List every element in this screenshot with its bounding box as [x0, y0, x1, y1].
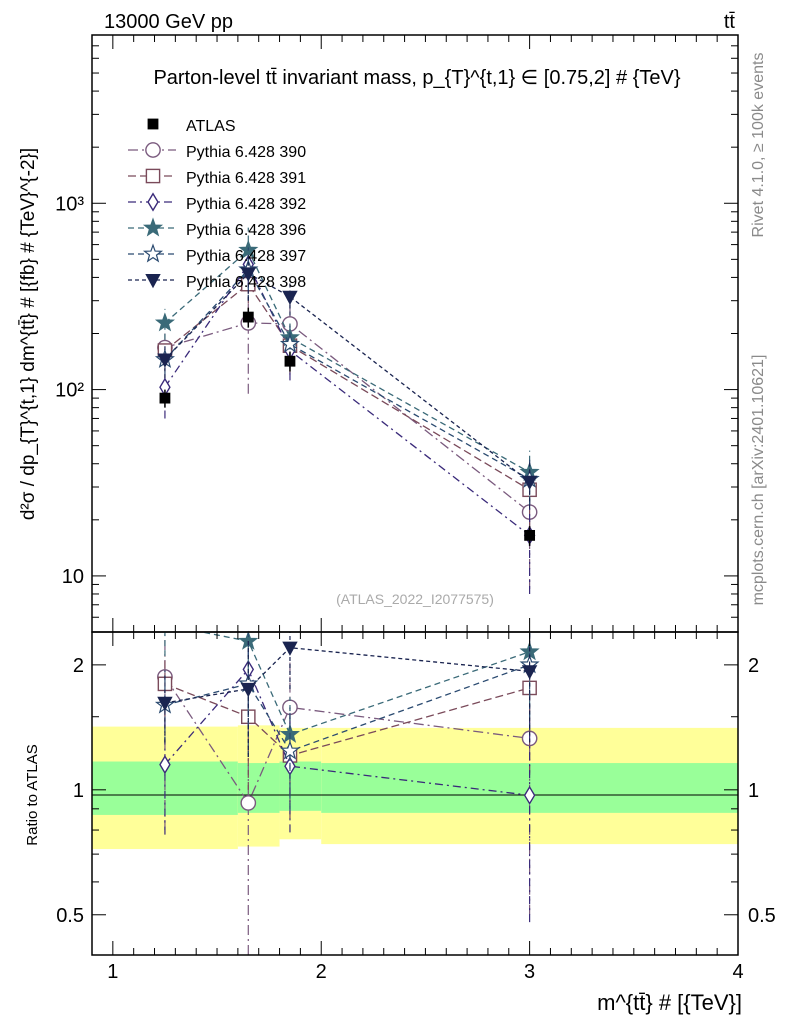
legend-marker: [142, 243, 164, 263]
data-point: [284, 355, 296, 367]
legend-label-390: Pythia 6.428 390: [186, 144, 306, 161]
series-2: [157, 261, 537, 529]
series-line: [164, 322, 531, 513]
series-point: [240, 267, 256, 282]
header-left: 13000 GeV pp: [104, 11, 233, 33]
ratio-tick-label-right: 0.5: [748, 905, 776, 927]
series-point: [157, 353, 173, 368]
series-line: [164, 263, 530, 536]
source-label: mcplots.cern.ch [arXiv:2401.10621]: [750, 355, 767, 606]
ratio-series-line: [198, 632, 530, 736]
main-panel: Parton-level tt̄ invariant mass, p_{T}^{…: [18, 34, 739, 633]
chart-title: Parton-level tt̄ invariant mass, p_{T}^{…: [153, 67, 680, 89]
ratio-tick-label-left: 2: [73, 655, 84, 677]
legend-marker: [147, 192, 159, 212]
ratio-point: [159, 755, 171, 775]
series-line: [164, 283, 530, 491]
legend-marker: [145, 168, 161, 184]
data-point: [159, 392, 171, 404]
x-axis-label: m^{tt̄} # [{TeV}]: [597, 990, 742, 1015]
x-tick-label: 4: [732, 961, 743, 983]
ratio-series-line: [164, 647, 530, 704]
data-point: [242, 311, 254, 323]
series-point: [282, 290, 298, 305]
ratio-tick-label-right: 2: [748, 655, 759, 677]
legend-label-391: Pythia 6.428 391: [186, 170, 306, 187]
ratio-point: [279, 740, 300, 760]
data-point: [524, 529, 536, 541]
series-point: [279, 333, 300, 353]
ratio-tick-label-left: 1: [73, 780, 84, 802]
header-right: tt̄: [724, 11, 736, 33]
legend-label-398: Pythia 6.428 398: [186, 274, 306, 291]
y-axis-label: d²σ / dp_{T}^{t,1} dm^{tt̄} # [{fb} # {T…: [18, 148, 39, 520]
legend-label-397: Pythia 6.428 397: [186, 248, 306, 265]
ratio-y-axis-label: Ratio to ATLAS: [24, 744, 41, 845]
ratio-series-line: [164, 683, 530, 757]
ratio-series-6: [157, 632, 538, 757]
x-tick-label: 2: [316, 961, 327, 983]
y-tick-label: 10²: [55, 380, 84, 402]
series-3: [159, 245, 536, 594]
x-tick-label: 1: [107, 961, 118, 983]
ratio-series-line: [164, 664, 530, 752]
series-point: [154, 312, 175, 332]
ratio-point: [240, 682, 256, 698]
series-line: [164, 268, 530, 480]
legend-marker-atlas: [147, 118, 159, 130]
legend-label-392: Pythia 6.428 392: [186, 196, 306, 213]
ratio-tick-label-right: 1: [748, 780, 759, 802]
series-1: [157, 285, 538, 590]
ratio-point: [282, 641, 298, 656]
series-line: [164, 272, 530, 483]
y-tick-label: 10³: [55, 193, 84, 215]
ratio-tick-label-left: 0.5: [56, 905, 84, 927]
ratio-point: [521, 665, 538, 680]
ratio-point: [523, 785, 536, 805]
legend-marker: [145, 273, 161, 289]
legend-label-atlas: ATLAS: [186, 118, 236, 135]
ratio-panel: 0.5 0.5 1 1 2 2 1 2 3 4 Ratio to ATLAS m^{tt̄} # …: [24, 630, 776, 1015]
series-line: [164, 249, 530, 473]
ratio-point: [157, 696, 173, 712]
series-6: [157, 253, 538, 509]
ratio-frame: [91, 631, 739, 956]
y-tick-label: 10: [62, 566, 84, 588]
series-point: [521, 475, 538, 491]
rivet-version-label: Rivet 4.1.0, ≥ 100k events: [750, 53, 767, 238]
x-tick-label: 3: [524, 961, 535, 983]
analysis-watermark: (ATLAS_2022_I2077575): [336, 591, 494, 607]
ratio-series-line: [164, 676, 530, 805]
legend-marker: [145, 142, 161, 158]
ratio-point: [240, 795, 257, 811]
legend-label-396: Pythia 6.428 396: [186, 222, 306, 239]
legend-marker: [142, 217, 164, 237]
legend: ATLAS Pythia 6.428 390 Pythia 6.428 391 …: [128, 118, 306, 291]
